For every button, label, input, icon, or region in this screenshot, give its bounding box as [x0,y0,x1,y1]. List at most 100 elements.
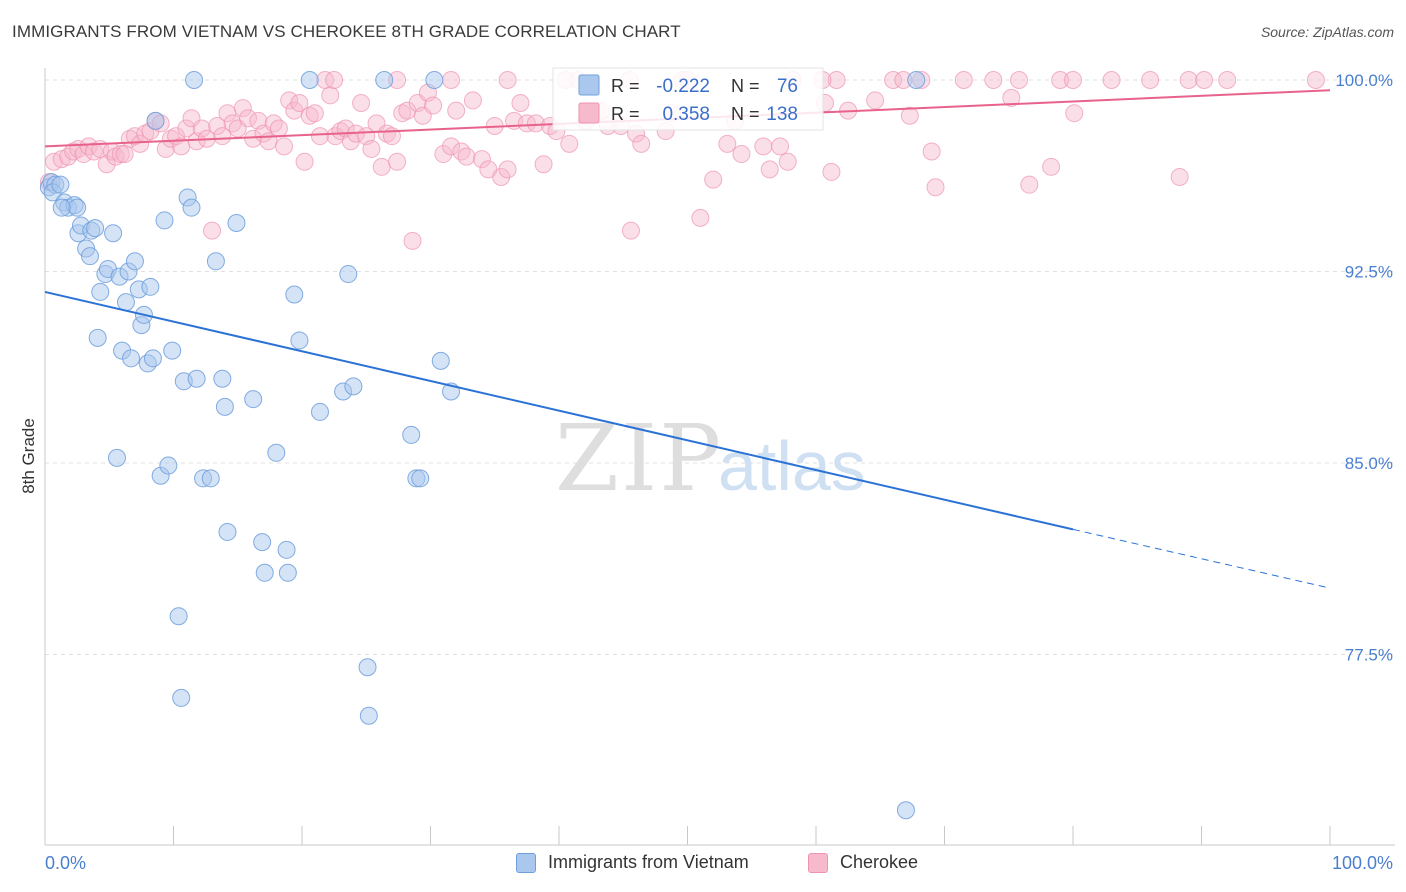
cherokee-point [754,137,773,156]
cherokee-point [498,71,517,89]
vietnam-point [91,282,110,301]
vietnam-point [116,293,135,312]
legend-r-label: R = [611,104,640,124]
vietnam-point [218,522,237,541]
cherokee-point [691,208,710,227]
vietnam-points [39,71,926,820]
legend-swatch-vietnam [516,852,536,873]
vietnam-point [411,469,430,488]
cherokee-point [239,109,258,128]
vietnam-point [104,224,123,243]
cherokee-point [704,170,723,189]
vietnam-point [402,425,421,444]
cherokee-point [922,142,941,161]
legend-swatch-cherokee [808,852,828,873]
vietnam-point [227,213,246,232]
y-tick-label: 100.0% [1335,71,1393,90]
vietnam-point [359,706,378,725]
vietnam-point [52,198,71,217]
vietnam-point [267,443,286,462]
vietnam-point [215,397,234,416]
cherokee-point [290,93,309,112]
cherokee-point [208,116,227,135]
cherokee-point [827,71,846,89]
bottom-legend: Immigrants from Vietnam Cherokee [0,852,1406,878]
legend-n-label: N = [731,104,760,124]
vietnam-point [182,198,201,217]
vietnam-point [169,607,188,626]
legend-swatch-cherokee [578,102,600,124]
axes [44,68,1395,846]
cherokee-point [472,150,491,169]
cherokee-point [1218,71,1237,89]
vietnam-point [143,349,162,368]
vietnam-point [290,331,309,350]
vietnam-point [206,252,225,271]
cherokee-point [1010,71,1029,89]
cherokee-point [213,127,232,146]
vietnam-point [244,390,263,409]
cherokee-point [884,71,903,89]
cherokee-point [511,93,530,112]
cherokee-point [463,91,482,110]
vietnam-point [185,71,204,89]
vietnam-point [375,71,394,89]
y-tick-label: 85.0% [1345,454,1393,473]
cherokee-point [403,231,422,250]
cherokee-point [424,96,443,115]
vietnam-trend-line [44,290,1074,531]
cherokee-point [362,139,381,158]
cherokee-point [442,137,461,156]
cherokee-point [718,134,737,153]
cherokee-point [778,152,797,171]
vietnam-point [358,658,377,677]
chart-title: IMMIGRANTS FROM VIETNAM VS CHEROKEE 8TH … [12,22,681,41]
cherokee-point [492,168,511,187]
x-tick-label: 0.0% [45,853,86,873]
cherokee-point [321,86,340,105]
vietnam-point [277,540,296,559]
cherokee-point [269,119,288,138]
vietnam-point [285,285,304,304]
cherokee-point [1195,71,1214,89]
cherokee-point [621,221,640,240]
vietnam-point [344,377,363,396]
cherokee-point [984,71,1003,89]
legend-item-vietnam: Immigrants from Vietnam [516,852,749,873]
vietnam-point [425,71,444,89]
vietnam-point [122,349,141,368]
cherokee-point [1042,157,1061,176]
x-tick-label: 100.0% [1332,853,1393,873]
vietnam-point [907,71,926,89]
vietnam-trend-extension [1072,528,1331,589]
x-tick-labels: 0.0% 100.0% [45,853,1393,873]
y-axis-label: 8th Grade [19,418,38,494]
cherokee-point [131,134,150,153]
cherokee-point [275,137,294,156]
vietnam-point [255,563,274,582]
vietnam-point [146,111,165,130]
vietnam-point [68,198,87,217]
vietnam-point [253,533,272,552]
cherokee-point [822,162,841,181]
watermark-zip: ZIP [555,405,723,512]
cherokee-point [434,145,453,164]
legend-swatch-vietnam [578,74,600,96]
legend-label-vietnam: Immigrants from Vietnam [548,852,749,872]
cherokee-point [393,104,412,123]
cherokee-point [372,157,391,176]
vietnam-point [213,369,232,388]
vietnam-point [339,265,358,284]
cherokee-point [264,114,283,133]
cherokee-point [498,160,517,179]
vietnam-point [159,456,178,475]
cherokee-point [115,145,134,164]
cherokee-point [79,137,98,156]
cherokee-point [280,91,299,110]
cherokee-point [388,152,407,171]
y-tick-labels: 77.5% 85.0% 92.5% 100.0% [1335,71,1393,665]
cherokee-point [1051,71,1070,89]
cherokee-point [1064,71,1082,89]
legend-r-label: R = [611,76,640,96]
y-tick-label: 92.5% [1345,263,1393,282]
